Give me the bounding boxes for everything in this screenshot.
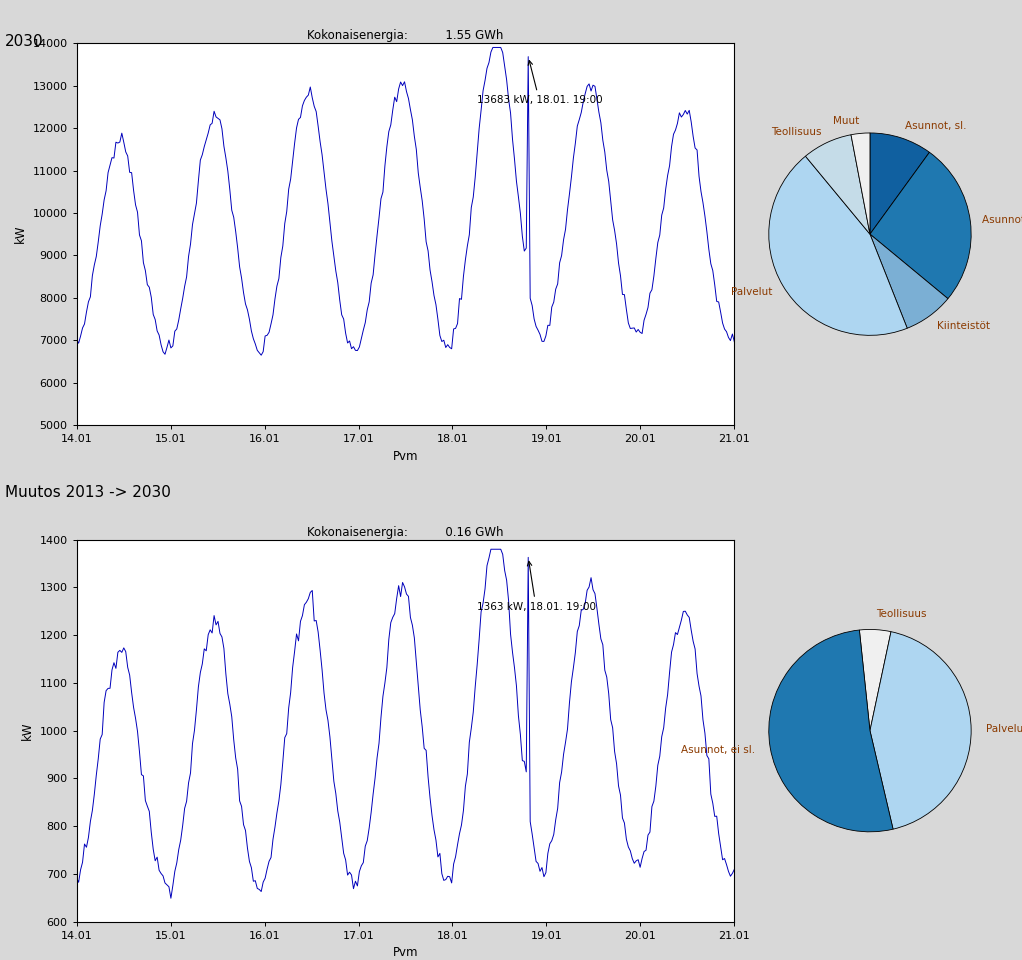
Wedge shape — [870, 632, 971, 829]
Text: 1363 kW, 18.01. 19:00: 1363 kW, 18.01. 19:00 — [476, 562, 596, 612]
Wedge shape — [805, 134, 870, 234]
Y-axis label: kW: kW — [14, 225, 27, 244]
Wedge shape — [769, 156, 908, 335]
Text: Palvelut: Palvelut — [731, 287, 773, 297]
Wedge shape — [870, 153, 971, 299]
Text: 13683 kW, 18.01. 19:00: 13683 kW, 18.01. 19:00 — [476, 60, 602, 106]
Text: Asunnot, ei sl.: Asunnot, ei sl. — [982, 215, 1022, 225]
Wedge shape — [870, 234, 948, 328]
Text: Palvelut: Palvelut — [986, 725, 1022, 734]
Text: Teollisuus: Teollisuus — [876, 610, 927, 619]
Wedge shape — [851, 133, 870, 234]
X-axis label: Pvm: Pvm — [392, 449, 418, 463]
X-axis label: Pvm: Pvm — [392, 947, 418, 959]
Text: Teollisuus: Teollisuus — [772, 127, 822, 136]
Title: Kokonaisenergia:          1.55 GWh: Kokonaisenergia: 1.55 GWh — [308, 29, 504, 42]
Text: Kiinteistöt: Kiinteistöt — [936, 321, 989, 331]
Text: Muut: Muut — [833, 116, 860, 127]
Wedge shape — [860, 630, 891, 731]
Text: Asunnot, sl.: Asunnot, sl. — [905, 121, 967, 132]
Text: Asunnot, ei sl.: Asunnot, ei sl. — [681, 745, 755, 756]
Title: Kokonaisenergia:          0.16 GWh: Kokonaisenergia: 0.16 GWh — [308, 525, 504, 539]
Y-axis label: kW: kW — [20, 721, 34, 740]
Wedge shape — [870, 133, 929, 234]
Wedge shape — [769, 630, 893, 831]
Text: 2030: 2030 — [5, 34, 44, 49]
Text: Muutos 2013 -> 2030: Muutos 2013 -> 2030 — [5, 485, 171, 500]
